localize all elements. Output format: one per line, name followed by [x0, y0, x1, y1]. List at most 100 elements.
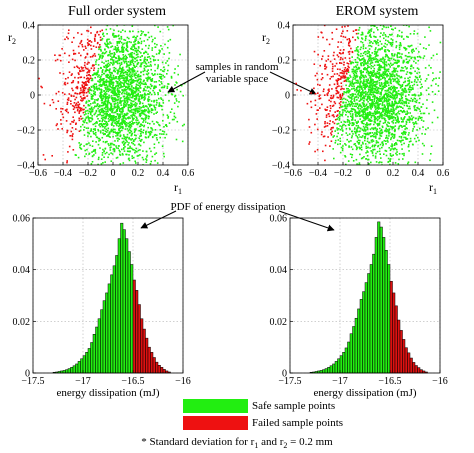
- scatter-full-order-safe-point-1977: [130, 92, 133, 94]
- scatter-full-order-ytick-label-1: −0.2: [17, 126, 35, 137]
- scatter-full-order-safe-point-607: [127, 74, 129, 77]
- scatter-erom-safe-point-1946: [417, 94, 420, 97]
- scatter-erom-safe-point-1530: [350, 146, 353, 148]
- scatter-full-order-safe-point-1160: [135, 121, 138, 124]
- scatter-full-order-safe-point-715: [126, 91, 128, 93]
- scatter-erom-safe-point-976: [350, 136, 353, 139]
- scatter-full-order-failed-point-128: [85, 78, 88, 80]
- scatter-erom-safe-point-1406: [348, 127, 351, 130]
- scatter-erom-safe-point-1405: [429, 30, 432, 32]
- scatter-erom-failed-point-69: [336, 114, 339, 116]
- scatter-erom-safe-point-1276: [389, 62, 392, 65]
- scatter-erom-failed-point-269: [345, 69, 348, 71]
- scatter-full-order-safe-point-1846: [108, 54, 110, 56]
- scatter-full-order-safe-point-1052: [97, 163, 99, 165]
- scatter-erom-failed-point-137: [316, 128, 319, 131]
- scatter-full-order-safe-point-2256: [127, 109, 130, 111]
- scatter-full-order-safe-point-1527: [151, 127, 153, 130]
- scatter-full-order-safe-point-1211: [128, 104, 131, 106]
- scatter-erom-safe-point-1884: [362, 52, 365, 54]
- scatter-full-order-failed-point-98: [71, 58, 74, 61]
- scatter-full-order-safe-point-1244: [115, 106, 117, 109]
- scatter-erom-safe-point-1179: [360, 52, 362, 55]
- scatter-erom-safe-point-353: [350, 82, 352, 84]
- scatter-full-order-safe-point-1692: [100, 75, 102, 78]
- scatter-full-order-safe-point-1806: [111, 45, 114, 47]
- scatter-erom-safe-point-1132: [385, 64, 388, 67]
- scatter-full-order-safe-point-1856: [154, 106, 156, 109]
- scatter-erom-safe-point-30: [389, 42, 391, 44]
- scatter-full-order-safe-point-2190: [124, 120, 126, 123]
- scatter-full-order-safe-point-1748: [79, 144, 81, 146]
- scatter-full-order-safe-point-1103: [110, 107, 113, 109]
- scatter-full-order-safe-point-2095: [119, 66, 121, 68]
- scatter-full-order-failed-point-208: [71, 104, 74, 107]
- scatter-erom-safe-point-1092: [386, 96, 389, 99]
- scatter-full-order-failed-point-135: [57, 100, 60, 102]
- scatter-erom-safe-point-762: [352, 61, 355, 64]
- scatter-erom-safe-point-1373: [369, 82, 371, 85]
- scatter-full-order-safe-point-1560: [133, 52, 136, 55]
- scatter-full-order-safe-point-2251: [119, 74, 121, 77]
- scatter-erom-safe-point-483: [379, 153, 381, 155]
- scatter-erom-safe-point-1129: [363, 113, 365, 116]
- scatter-erom-safe-point-973: [413, 107, 416, 109]
- scatter-erom-safe-point-1579: [391, 87, 394, 90]
- scatter-full-order-safe-point-566: [129, 61, 132, 64]
- scatter-erom-safe-point-1244: [360, 98, 362, 100]
- scatter-erom-safe-point-1471: [409, 112, 411, 114]
- scatter-erom-safe-point-1293: [378, 150, 381, 153]
- scatter-full-order-safe-point-4: [151, 49, 153, 51]
- scatter-full-order-safe-point-2038: [131, 55, 133, 58]
- scatter-erom-safe-point-1190: [365, 37, 367, 40]
- scatter-full-order-failed-point-76: [59, 72, 61, 74]
- scatter-erom-safe-point-148: [345, 101, 347, 104]
- scatter-full-order-xtick-label-2: −0.2: [79, 168, 97, 179]
- scatter-erom-safe-point-1059: [368, 57, 371, 60]
- scatter-full-order-safe-point-2049: [122, 90, 124, 92]
- scatter-full-order-safe-point-886: [150, 65, 152, 67]
- scatter-erom-safe-point-1620: [384, 97, 386, 99]
- scatter-full-order-safe-point-638: [103, 127, 106, 129]
- scatter-full-order-safe-point-25: [104, 43, 107, 46]
- scatter-full-order-safe-point-1405: [90, 120, 92, 123]
- scatter-erom-failed-point-86: [323, 50, 326, 52]
- scatter-full-order-safe-point-813: [113, 87, 116, 90]
- scatter-erom-safe-point-1807: [375, 161, 378, 163]
- scatter-erom-safe-point-1823: [364, 74, 367, 77]
- scatter-erom-safe-point-1266: [374, 135, 377, 137]
- scatter-full-order-safe-point-362: [188, 134, 190, 136]
- scatter-full-order-safe-point-2227: [115, 123, 118, 126]
- scatter-full-order-safe-point-444: [81, 117, 84, 120]
- scatter-full-order-safe-point-1403: [102, 133, 105, 136]
- scatter-full-order-safe-point-2099: [119, 115, 121, 117]
- scatter-full-order-safe-point-2021: [103, 183, 105, 185]
- scatter-full-order-safe-point-1368: [167, 92, 170, 94]
- scatter-erom-failed-point-103: [314, 123, 316, 126]
- scatter-full-order-safe-point-484: [114, 105, 116, 108]
- scatter-erom-safe-point-1649: [375, 132, 378, 134]
- scatter-full-order-failed-point-107: [70, 100, 72, 102]
- scatter-full-order-safe-point-1791: [117, 78, 119, 80]
- scatter-full-order-safe-point-1275: [99, 95, 101, 97]
- scatter-full-order-failed-point-245: [68, 29, 70, 31]
- scatter-erom-safe-point-203: [396, 80, 399, 82]
- scatter-erom-failed-point-224: [330, 94, 332, 97]
- scatter-erom-safe-point-738: [369, 44, 372, 47]
- scatter-erom-safe-point-2053: [351, 130, 353, 133]
- scatter-full-order-failed-point-149: [82, 94, 85, 96]
- scatter-erom-safe-point-1194: [430, 84, 433, 87]
- scatter-full-order-safe-point-553: [173, 112, 176, 115]
- scatter-full-order-safe-point-453: [166, 87, 169, 89]
- scatter-full-order-safe-point-1941: [110, 144, 112, 146]
- scatter-full-order-failed-point-213: [77, 45, 80, 48]
- scatter-full-order-safe-point-1793: [100, 50, 102, 52]
- scatter-full-order-failed-point-93: [64, 109, 67, 111]
- scatter-erom-safe-point-815: [362, 116, 365, 118]
- scatter-full-order-safe-point-149: [145, 44, 147, 47]
- scatter-full-order-safe-point-2063: [117, 69, 120, 71]
- scatter-erom-safe-point-1598: [391, 102, 394, 104]
- scatter-erom-safe-point-1017: [404, 77, 406, 80]
- scatter-full-order-safe-point-345: [148, 147, 151, 150]
- scatter-full-order-safe-point-1102: [137, 73, 140, 76]
